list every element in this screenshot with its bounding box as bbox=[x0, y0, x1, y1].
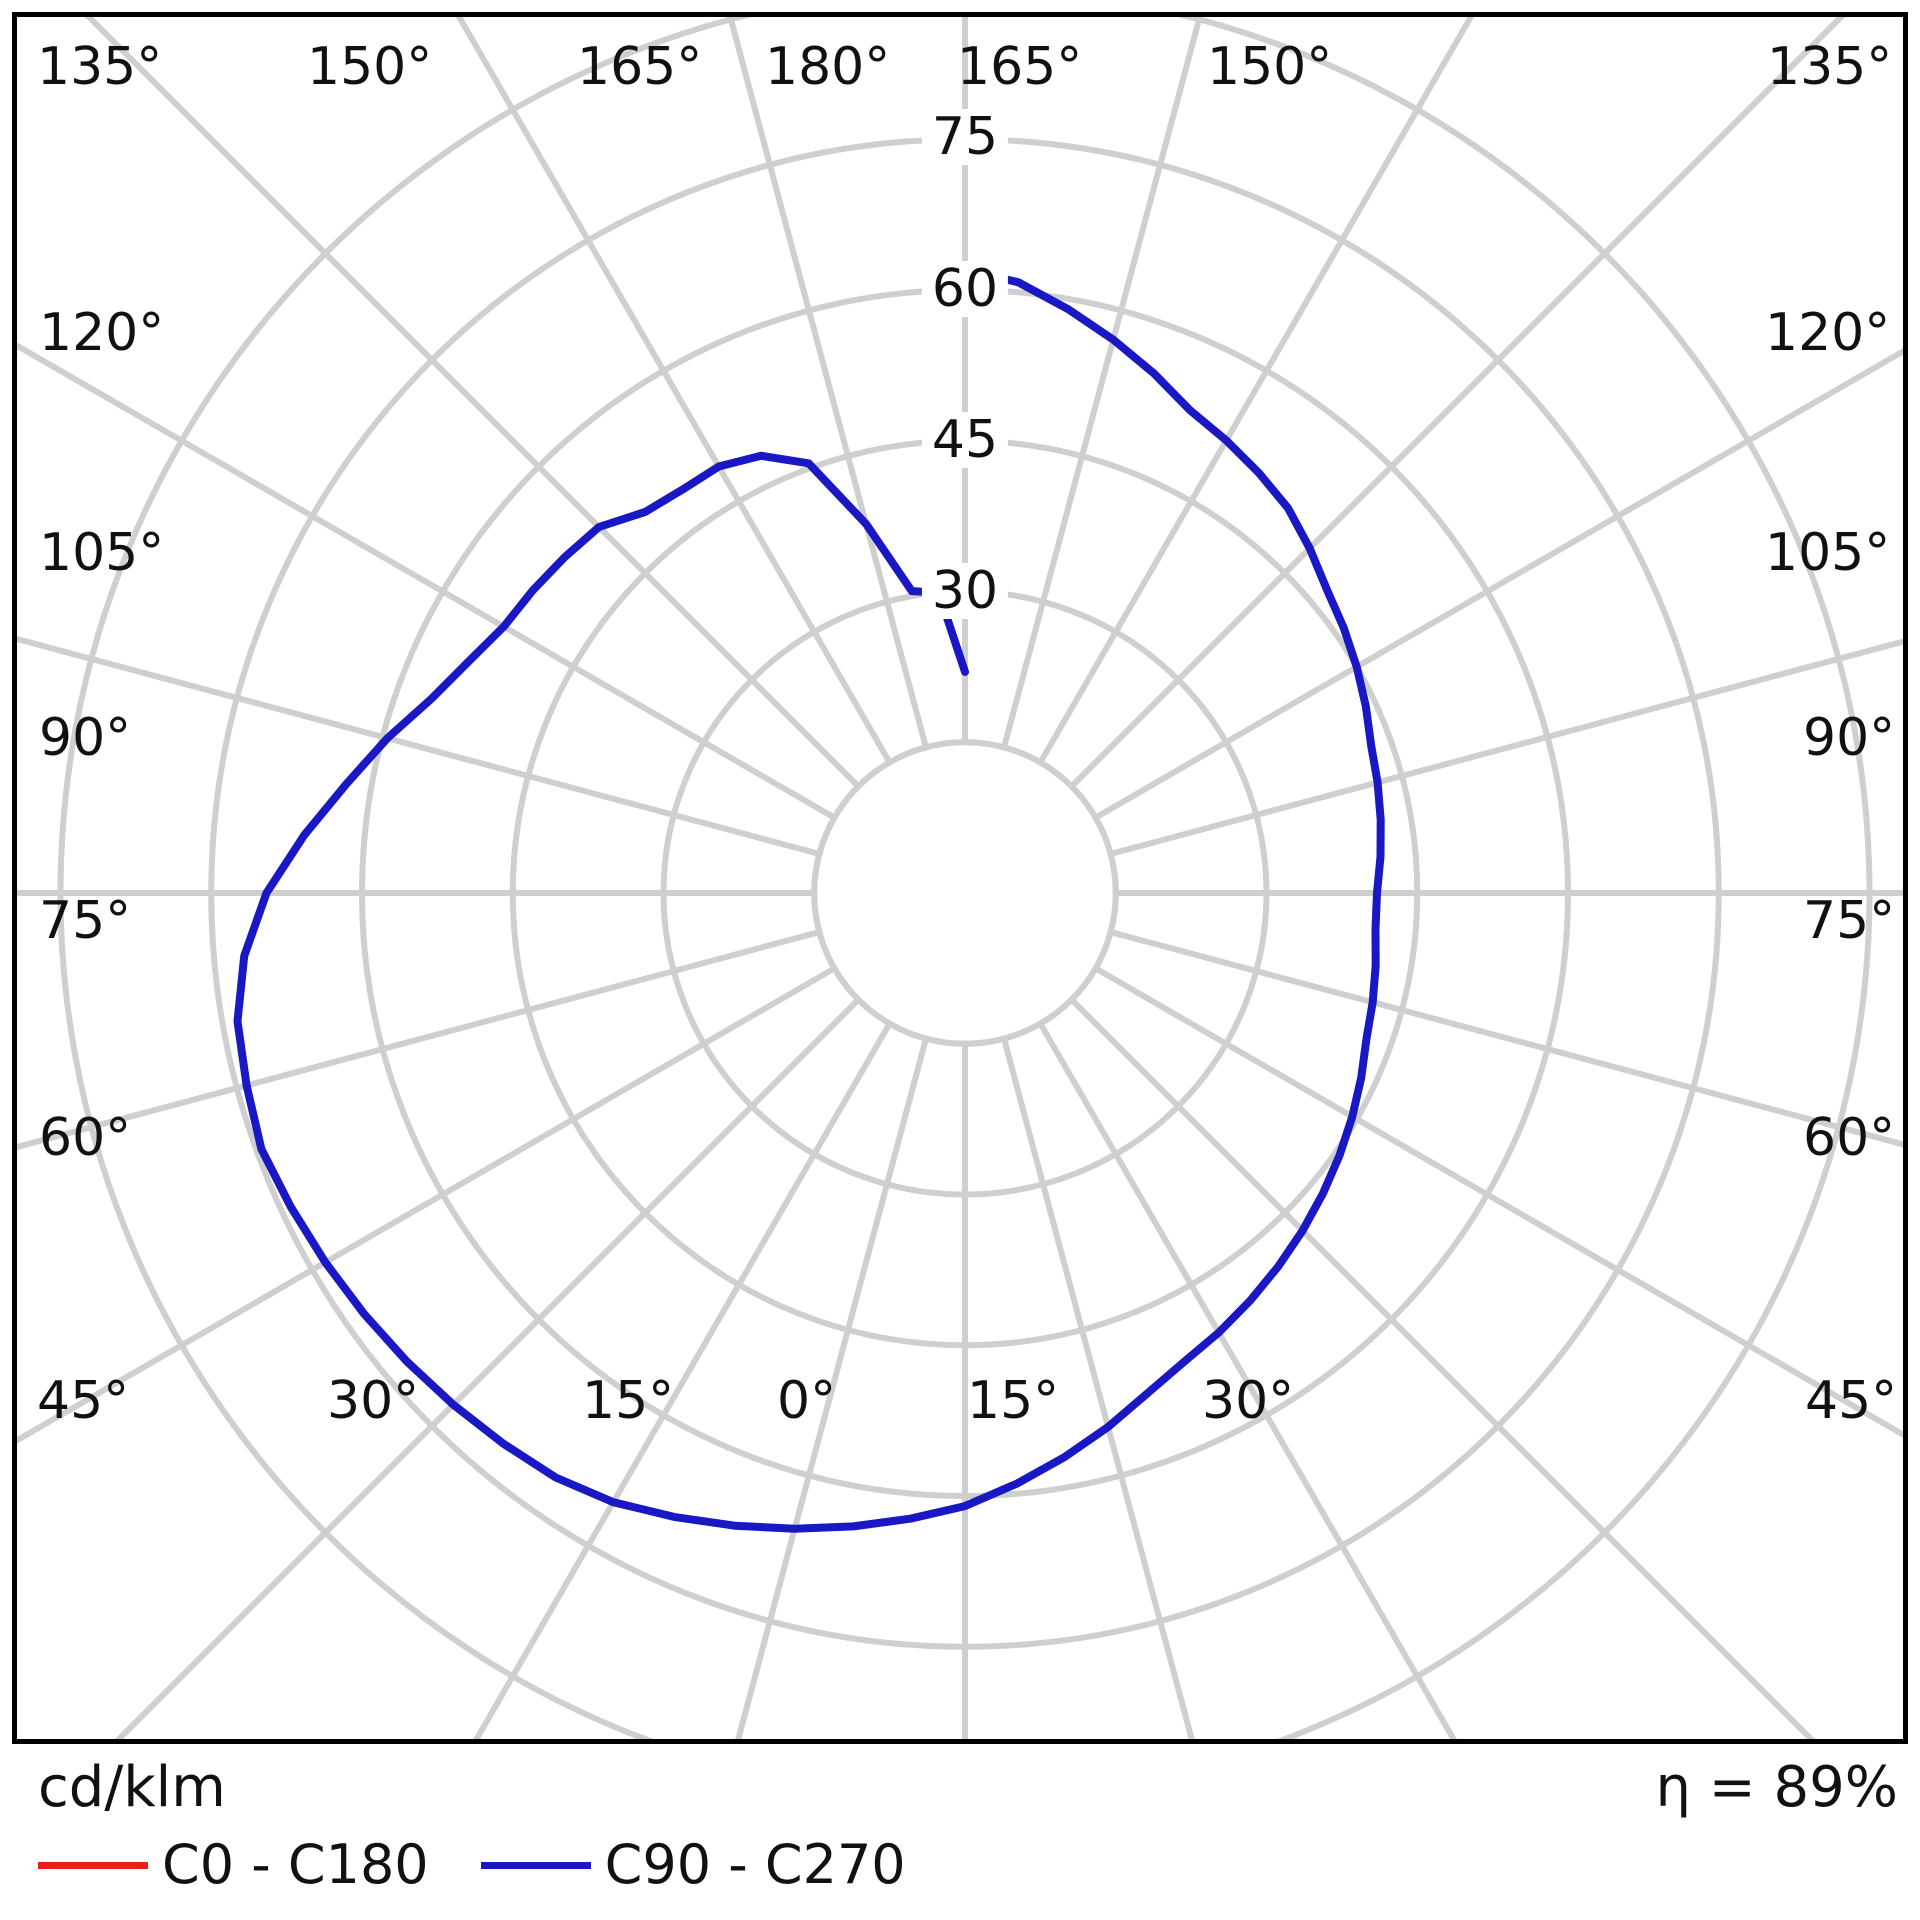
angle-label-bottom-4: 30° bbox=[1202, 1371, 1295, 1431]
angle-label-top-0: 150° bbox=[307, 37, 433, 97]
legend-entry-1[interactable]: C90 - C270 bbox=[480, 1833, 906, 1896]
angle-label-right-5: 60° bbox=[1803, 1108, 1896, 1168]
polar-plot-svg bbox=[17, 17, 1903, 1739]
efficiency-label: η = 89% bbox=[1655, 1755, 1898, 1820]
grid-spoke-75 bbox=[964, 890, 1903, 1148]
angle-label-bottom-3: 15° bbox=[967, 1371, 1060, 1431]
angle-label-bottom-1: 15° bbox=[582, 1371, 675, 1431]
radial-tick-label-45: 45 bbox=[921, 412, 1009, 468]
grid-spoke--165 bbox=[727, 17, 968, 894]
series-path-1 bbox=[233, 265, 1385, 1533]
grid-spoke--75 bbox=[17, 890, 966, 1151]
grid-spoke-105 bbox=[964, 638, 1903, 896]
radial-tick-label-75: 75 bbox=[921, 109, 1009, 165]
angle-label-top-2: 180° bbox=[765, 37, 891, 97]
radial-tick-label-30: 30 bbox=[921, 563, 1009, 619]
grid-spoke-30 bbox=[962, 891, 1457, 1739]
angle-label-right-2: 105° bbox=[1765, 523, 1891, 583]
grid-spoke-135 bbox=[962, 17, 1846, 896]
polar-plot-frame: 135° 120° 105° 90° 75° 60° 45° 135° 120° 105° 90°… bbox=[12, 12, 1908, 1744]
angle-label-top-4: 150° bbox=[1207, 37, 1333, 97]
grid-spoke-45 bbox=[962, 890, 1816, 1739]
grid-spoke--15 bbox=[735, 892, 968, 1739]
chart-footer: cd/klm η = 89% C0 - C180 C90 - C270 bbox=[12, 1756, 1908, 1906]
grid-ring-15-top bbox=[811, 739, 1119, 1047]
angle-label-right-4: 75° bbox=[1803, 891, 1896, 951]
polar-grid bbox=[17, 17, 1903, 1739]
grid-spoke-120 bbox=[963, 347, 1903, 896]
legend-swatch-1 bbox=[480, 1861, 591, 1869]
legend-label-1: C90 - C270 bbox=[604, 1833, 906, 1896]
grid-spoke-165 bbox=[962, 17, 1203, 894]
legend-swatch-0 bbox=[38, 1861, 148, 1869]
grid-spoke-60 bbox=[963, 890, 1903, 1439]
angle-label-right-3: 90° bbox=[1803, 708, 1896, 768]
grid-spoke-150 bbox=[962, 17, 1475, 895]
polar-series bbox=[233, 265, 1385, 1533]
angle-label-left-5: 60° bbox=[39, 1108, 132, 1168]
grid-spoke--120 bbox=[17, 342, 967, 896]
angle-label-left-1: 120° bbox=[39, 303, 165, 363]
grid-center-disc bbox=[817, 745, 1113, 1041]
grid-spoke--150 bbox=[455, 17, 968, 895]
angle-label-right-1: 120° bbox=[1765, 303, 1891, 363]
angle-label-left-0: 135° bbox=[37, 37, 163, 97]
grid-spoke--105 bbox=[17, 635, 966, 896]
angle-label-left-6: 45° bbox=[37, 1371, 130, 1431]
radial-tick-label-60: 60 bbox=[921, 261, 1009, 317]
grid-spoke--135 bbox=[84, 17, 968, 896]
angle-label-top-3: 165° bbox=[957, 37, 1083, 97]
grid-spoke--30 bbox=[473, 891, 968, 1739]
grid-spoke--60 bbox=[17, 890, 967, 1444]
grid-spoke--45 bbox=[114, 890, 968, 1739]
angle-label-bottom-0: 30° bbox=[327, 1371, 420, 1431]
angle-label-right-0: 135° bbox=[1767, 37, 1893, 97]
grid-spoke-15 bbox=[962, 892, 1195, 1739]
chart-legend: C0 - C180 C90 - C270 bbox=[38, 1838, 958, 1892]
angle-label-left-2: 105° bbox=[39, 523, 165, 583]
legend-entry-0[interactable]: C0 - C180 bbox=[38, 1838, 429, 1892]
angle-label-left-3: 90° bbox=[39, 708, 132, 768]
angle-label-left-4: 75° bbox=[39, 891, 132, 951]
unit-label: cd/klm bbox=[38, 1755, 226, 1820]
angle-label-right-6: 45° bbox=[1805, 1371, 1898, 1431]
angle-label-bottom-2: 0° bbox=[777, 1371, 837, 1431]
legend-label-0: C0 - C180 bbox=[162, 1833, 429, 1896]
angle-label-top-1: 165° bbox=[577, 37, 703, 97]
